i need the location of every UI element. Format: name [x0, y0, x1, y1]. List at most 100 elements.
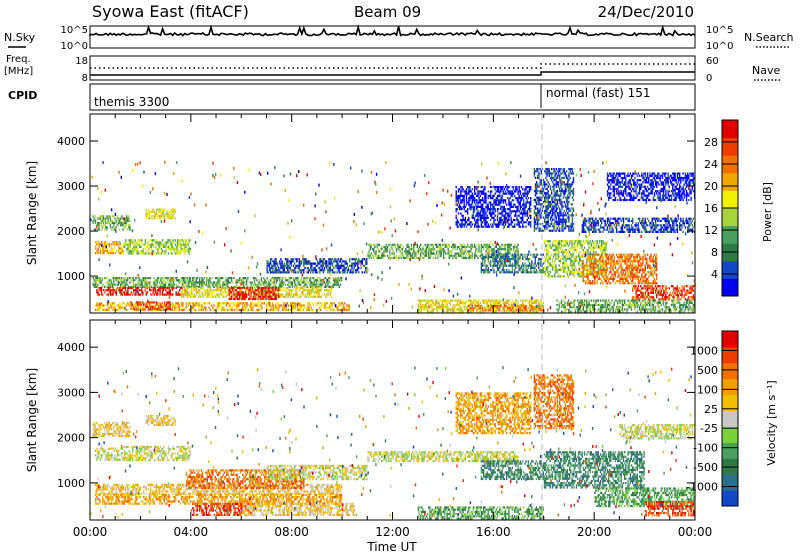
heatmap-cell [240, 302, 241, 304]
heatmap-cell [181, 287, 182, 289]
heatmap-cell [473, 300, 474, 302]
heatmap-cell [461, 221, 462, 223]
heatmap-cell [269, 284, 270, 286]
heatmap-cell [515, 258, 516, 260]
heatmap-cell [97, 222, 98, 224]
heatmap-cell [515, 256, 516, 258]
heatmap-cell [211, 304, 212, 306]
heatmap-cell [476, 215, 477, 217]
heatmap-cell [261, 277, 262, 279]
heatmap-cell [164, 301, 165, 303]
heatmap-cell [132, 248, 133, 250]
heatmap-cell [283, 304, 284, 306]
heatmap-cell [355, 265, 356, 267]
heatmap-cell [168, 241, 169, 243]
heatmap-cell [394, 257, 395, 259]
heatmap-cell [483, 244, 484, 246]
heatmap-cell [511, 219, 512, 221]
heatmap-cell [522, 309, 523, 311]
heatmap-cell [172, 215, 173, 217]
heatmap-cell [141, 250, 142, 252]
heatmap-cell [303, 304, 304, 306]
heatmap-cell [117, 304, 118, 306]
heatmap-cell [543, 302, 544, 304]
heatmap-cell [305, 294, 306, 296]
heatmap-cell [407, 244, 408, 246]
heatmap-cell [174, 250, 175, 252]
heatmap-cell [306, 284, 307, 286]
heatmap-cell [539, 307, 540, 309]
heatmap-cell [161, 215, 162, 217]
heatmap-cell [123, 287, 124, 289]
heatmap-cell [537, 210, 538, 212]
heatmap-cell [239, 277, 240, 279]
heatmap-cell [536, 188, 537, 190]
heatmap-cell [460, 300, 461, 302]
heatmap-cell [492, 210, 493, 212]
heatmap-cell [407, 255, 408, 257]
heatmap-cell [97, 229, 98, 231]
heatmap-cell [456, 195, 457, 197]
heatmap-cell [113, 289, 114, 291]
heatmap-cell [268, 265, 269, 267]
heatmap-cell [485, 246, 486, 248]
heatmap-cell [127, 287, 128, 289]
heatmap-cell [523, 195, 524, 197]
heatmap-cell [233, 294, 234, 296]
heatmap-cell [483, 208, 484, 210]
heatmap-cell [97, 241, 98, 243]
heatmap-cell [395, 246, 396, 248]
heatmap-cell [215, 289, 216, 291]
heatmap-cell [331, 260, 332, 262]
heatmap-cell [169, 246, 170, 248]
heatmap-cell [159, 217, 160, 219]
heatmap-cell [478, 305, 479, 307]
heatmap-cell [421, 250, 422, 252]
heatmap-cell [302, 307, 303, 309]
heatmap-cell [144, 308, 145, 310]
heatmap-cell [225, 284, 226, 286]
heatmap-cell [517, 302, 518, 304]
heatmap-cell [330, 265, 331, 267]
heatmap-cell [236, 281, 237, 283]
heatmap-cell [468, 190, 469, 192]
heatmap-cell [233, 298, 234, 300]
heatmap-cell [496, 190, 497, 192]
heatmap-cell [169, 211, 170, 213]
heatmap-cell [106, 277, 107, 279]
heatmap-cell [269, 265, 270, 267]
heatmap-cell [111, 229, 112, 231]
heatmap-cell [437, 255, 438, 257]
heatmap-cell [466, 204, 467, 206]
heatmap-cell [522, 223, 523, 225]
heatmap-cell [485, 221, 486, 223]
heatmap-cell [110, 245, 111, 247]
heatmap-cell [118, 222, 119, 224]
heatmap-cell [229, 294, 230, 296]
heatmap-cell [357, 269, 358, 271]
heatmap-cell [279, 307, 280, 309]
heatmap-cell [478, 226, 479, 228]
heatmap-cell [462, 217, 463, 219]
heatmap-cell [537, 186, 538, 188]
heatmap-cell [119, 277, 120, 279]
heatmap-cell [504, 193, 505, 195]
heatmap-cell [481, 244, 482, 246]
heatmap-cell [138, 287, 139, 289]
heatmap-cell [220, 291, 221, 293]
heatmap-cell [467, 210, 468, 212]
heatmap-cell [530, 221, 531, 223]
heatmap-cell [102, 241, 103, 243]
heatmap-cell [155, 306, 156, 308]
heatmap-cell [205, 307, 206, 309]
heatmap-cell [308, 287, 309, 289]
heatmap-cell [375, 253, 376, 255]
heatmap-cell [152, 301, 153, 303]
heatmap-cell [468, 219, 469, 221]
heatmap-cell [175, 304, 176, 306]
heatmap-cell [138, 284, 139, 286]
heatmap-cell [489, 271, 490, 273]
heatmap-cell [95, 309, 96, 311]
heatmap-cell [266, 302, 267, 304]
heatmap-cell [530, 186, 531, 188]
